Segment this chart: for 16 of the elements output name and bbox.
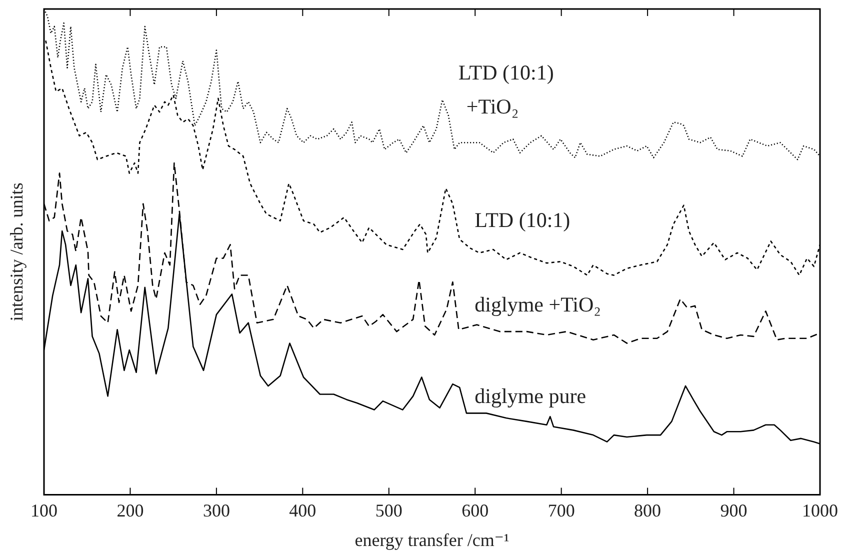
x-axis-title: energy transfer /cm⁻¹	[354, 530, 510, 550]
x-tick-label: 800	[634, 500, 662, 520]
x-tick-label: 200	[116, 500, 144, 520]
x-tick-label: 600	[462, 500, 489, 520]
x-tick-label: 500	[375, 500, 402, 520]
x-tick-label: 1000	[802, 500, 838, 520]
x-tick-label: 100	[30, 500, 58, 520]
x-tick-label: 300	[202, 500, 230, 520]
y-axis-title: intensity /arb. units	[6, 182, 27, 322]
series-label: diglyme pure	[474, 384, 586, 408]
series-label: LTD (10:1)	[474, 208, 570, 232]
x-tick-label: 400	[289, 500, 316, 520]
x-tick-label: 700	[548, 500, 575, 520]
series-label: LTD (10:1) +TiO₂	[458, 60, 554, 119]
x-tick-label: 900	[720, 500, 748, 520]
series-label: diglyme +TiO₂	[474, 292, 602, 316]
